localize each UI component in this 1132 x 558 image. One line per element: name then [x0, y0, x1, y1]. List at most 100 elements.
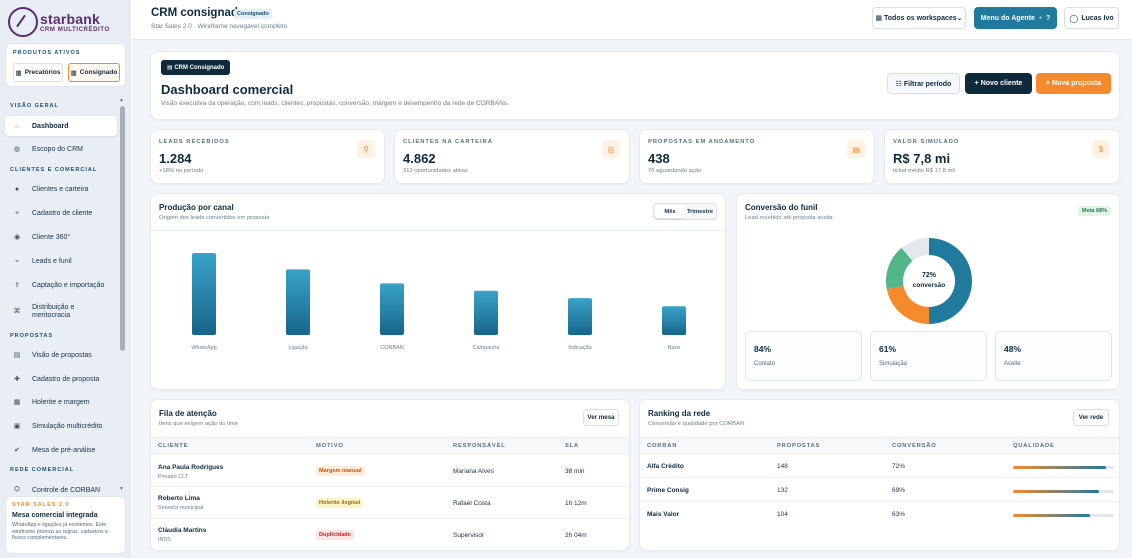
scroll-down-icon[interactable]: ▼	[119, 486, 124, 492]
user-menu-button[interactable]: ◯ Lucas Ivo	[1064, 7, 1119, 29]
sidebar-item-corban[interactable]: ⛭ Controle de CORBAN	[5, 480, 117, 500]
sidebar-item-clientes[interactable]: ● Clientes e carteira	[5, 179, 117, 199]
stage-card-aceite: 48% Aceite	[995, 331, 1112, 381]
bar-base[interactable]	[662, 306, 686, 335]
product-label: Precatórios	[24, 69, 61, 76]
person-icon: ⚲	[357, 140, 375, 158]
status-dot-icon: ●	[1038, 15, 1042, 21]
stage-card-contato: 84% Contato	[745, 331, 862, 381]
brand-logo[interactable]: starbank CRM MULTICRÉDITO	[8, 7, 110, 37]
kpi-subtext: ticket médio R$ 17,8 mil	[893, 168, 955, 174]
funnel-donut-chart	[886, 238, 972, 324]
ranking-row[interactable]: Mais Valor 104 63%	[640, 503, 1119, 526]
client-name: Roberto Lima	[158, 495, 200, 502]
grid-icon: ▦	[15, 69, 22, 77]
stage-label: Simulação	[879, 361, 908, 367]
table-row[interactable]: Ana Paula Rodrigues Privado CLT Margem m…	[151, 455, 629, 487]
sla-value: 1h 12m	[565, 500, 587, 507]
list-icon: ▤	[13, 352, 21, 359]
product-label: Consignado	[79, 69, 118, 76]
sidebar-item-label: Simulação multicrédito	[32, 422, 103, 430]
dashboard-title: Dashboard comercial	[161, 82, 294, 97]
ranking-row[interactable]: Alfa Crédito 148 72%	[640, 455, 1119, 478]
ranking-card: Ranking da rede Conversão e qualidade po…	[639, 399, 1120, 551]
corban-name: Alfa Crédito	[647, 463, 684, 470]
bar-whatsapp[interactable]	[192, 253, 216, 335]
corban-name: Mais Valor	[647, 511, 680, 518]
sidebar-scrollbar[interactable]	[120, 106, 125, 351]
product-consignado-button[interactable]: ▦ Consignado	[68, 63, 120, 82]
sidebar-item-cadastro-cliente[interactable]: + Cadastro de cliente	[5, 203, 117, 223]
table-row[interactable]: Cláudia Martins INSS Duplicidade Supervi…	[151, 520, 629, 550]
sidebar-item-holerite[interactable]: ▦ Holerite e margem	[5, 392, 117, 412]
kpi-card-valor: VALOR SIMULADO R$ 7,8 mi ticket médio R$…	[884, 129, 1120, 184]
filter-period-button[interactable]: ☷ Filtrar período	[887, 73, 960, 94]
ranking-title: Ranking da rede	[648, 409, 711, 418]
kpi-value: 438	[648, 151, 670, 166]
toggle-month[interactable]: Mês	[655, 205, 685, 218]
kpi-subtext: 312 oportunidades ativas	[403, 168, 468, 174]
sidebar-item-visao-propostas[interactable]: ▤ Visão de propostas	[5, 345, 117, 365]
proposals-count: 148	[777, 463, 788, 470]
view-network-button[interactable]: Ver rede	[1073, 409, 1109, 426]
client-detail: Privado CLT	[158, 474, 189, 480]
table-row[interactable]: Roberto Lima Servidor municipal Holerite…	[151, 488, 629, 519]
kpi-label: VALOR SIMULADO	[893, 139, 960, 145]
kpi-label: PROPOSTAS EM ANDAMENTO	[648, 139, 756, 145]
sidebar-item-cliente-360[interactable]: ◉ Cliente 360°	[5, 227, 117, 247]
sidebar-item-mesa[interactable]: ✔ Mesa de pré-análise	[5, 440, 117, 460]
reason-tag: Duplicidade	[316, 530, 354, 540]
nav-section-title: VISÃO GERAL	[10, 103, 59, 109]
products-panel: PRODUTOS ATIVOS ▦ Precatórios ▦ Consignado	[5, 43, 126, 87]
page-title: CRM consignado	[151, 7, 245, 19]
column-header: MOTIVO	[316, 443, 344, 449]
sidebar-item-leads[interactable]: ⌁ Leads e funil	[5, 251, 117, 271]
sidebar-item-label: Cliente 360°	[32, 233, 71, 241]
dashboard-subtitle: Visão executiva da operação, com leads, …	[161, 100, 509, 107]
funnel-subtitle: Lead recebido até proposta aceita	[745, 215, 833, 221]
production-title: Produção por canal	[159, 203, 234, 212]
sidebar-item-cadastro-proposta[interactable]: ✚ Cadastro de proposta	[5, 369, 117, 389]
product-precatorios-button[interactable]: ▦ Precatórios	[13, 63, 63, 82]
sidebar-item-captacao[interactable]: ⇪ Captação e importação	[5, 275, 117, 295]
workspaces-dropdown[interactable]: ▦ Todos os workspaces⌄	[872, 7, 966, 29]
nav-section-title: PROPOSTAS	[10, 333, 54, 339]
sidebar-item-label: Holerite e margem	[32, 398, 90, 406]
scroll-up-icon[interactable]: ▲	[119, 97, 124, 103]
promo-title: Mesa comercial integrada	[12, 512, 98, 519]
toggle-quarter[interactable]: Trimestre	[686, 208, 714, 215]
bar-ligação[interactable]	[286, 269, 310, 335]
check-icon: ✔	[14, 447, 20, 454]
table-header: CLIENTE MOTIVO RESPONSÁVEL SLA	[151, 437, 629, 454]
column-header: CORBAN	[647, 443, 678, 449]
column-header: CLIENTE	[158, 443, 189, 449]
queue-card: Fila de atenção Itens que exigem ação do…	[150, 399, 630, 551]
new-proposal-button[interactable]: + Nova proposta	[1036, 73, 1111, 94]
grid-icon: ▦	[70, 69, 77, 77]
user-avatar-icon: ◯	[1069, 13, 1079, 23]
distribution-icon: ⌘	[13, 308, 21, 315]
donut-center-label: conversão	[912, 282, 946, 289]
plus-icon: +	[14, 209, 20, 217]
bar-label: Base	[668, 345, 681, 351]
stage-label: Contato	[754, 361, 776, 367]
product-badge: Consignado	[234, 9, 272, 19]
bar-campanha[interactable]	[474, 290, 498, 335]
ranking-row[interactable]: Prime Consig 132 69%	[640, 479, 1119, 502]
sidebar-item-escopo[interactable]: ◍ Escopo do CRM	[5, 139, 117, 159]
bar-indicação[interactable]	[568, 298, 592, 335]
agent-menu-button[interactable]: Menu do Agente ● ?	[974, 7, 1057, 29]
quality-bar-fill	[1013, 466, 1106, 469]
sidebar-item-distribuicao[interactable]: ⌘ Distribuição e meritocracia	[5, 300, 117, 324]
bar-label: Campanha	[473, 345, 501, 351]
sidebar-item-simulacao[interactable]: ▣ Simulação multicrédito	[5, 416, 117, 436]
bar-corban[interactable]	[380, 283, 404, 335]
column-header: RESPONSÁVEL	[453, 443, 506, 449]
view-desk-button[interactable]: Ver mesa	[583, 409, 619, 426]
queue-title: Fila de atenção	[159, 409, 217, 418]
sidebar-item-dashboard[interactable]: ⌂ Dashboard	[5, 116, 117, 136]
new-client-button[interactable]: + Novo cliente	[965, 73, 1032, 94]
stage-value: 48%	[1004, 344, 1022, 354]
reason-tag: Holerite ilegível	[316, 498, 364, 508]
promo-card: STAR SALES 2.0 Mesa comercial integrada …	[5, 496, 126, 554]
